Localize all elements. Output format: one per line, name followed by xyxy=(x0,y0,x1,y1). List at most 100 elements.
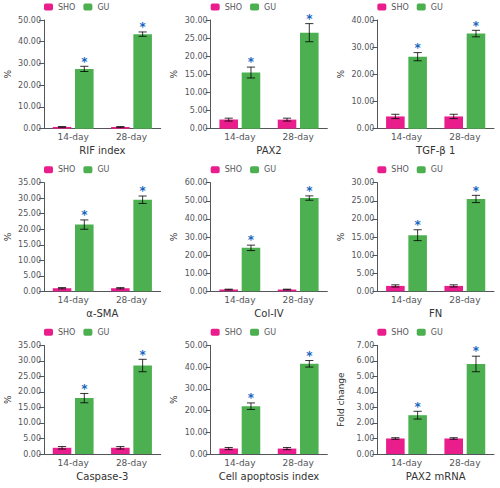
svg-text:30.00: 30.00 xyxy=(18,194,41,203)
svg-text:SHO: SHO xyxy=(391,165,408,174)
svg-text:20.00: 20.00 xyxy=(185,251,208,260)
svg-text:14-day: 14-day xyxy=(391,295,423,305)
svg-text:14-day: 14-day xyxy=(391,132,423,142)
svg-text:15.00: 15.00 xyxy=(18,240,41,249)
svg-text:SHO: SHO xyxy=(225,328,242,337)
svg-text:*: * xyxy=(306,184,313,198)
svg-text:14-day: 14-day xyxy=(58,458,90,468)
svg-text:SHO: SHO xyxy=(58,3,75,12)
svg-text:25.00: 25.00 xyxy=(185,34,208,43)
svg-text:RIF index: RIF index xyxy=(79,145,125,156)
svg-text:20.00: 20.00 xyxy=(18,225,41,234)
svg-text:10.00: 10.00 xyxy=(18,418,41,427)
svg-text:%: % xyxy=(169,232,179,241)
svg-text:7.00: 7.00 xyxy=(357,341,375,350)
svg-text:28-day: 28-day xyxy=(283,295,315,305)
svg-text:5.00: 5.00 xyxy=(23,434,41,443)
svg-text:5.00: 5.00 xyxy=(357,372,375,381)
svg-text:14-day: 14-day xyxy=(224,295,256,305)
svg-text:*: * xyxy=(139,348,146,362)
svg-text:0.00: 0.00 xyxy=(23,450,41,459)
svg-text:10.00: 10.00 xyxy=(185,88,208,97)
svg-text:*: * xyxy=(81,208,88,222)
svg-text:%: % xyxy=(3,395,13,404)
svg-text:SHO: SHO xyxy=(58,328,75,337)
svg-text:10.00: 10.00 xyxy=(185,428,208,437)
svg-text:α-SMA: α-SMA xyxy=(86,308,118,319)
svg-text:*: * xyxy=(306,349,313,363)
svg-text:GU: GU xyxy=(431,165,443,174)
svg-text:0.00: 0.00 xyxy=(190,287,208,296)
svg-text:SHO: SHO xyxy=(391,328,408,337)
svg-text:*: * xyxy=(248,233,255,247)
svg-text:%: % xyxy=(336,70,346,79)
svg-text:%: % xyxy=(336,232,346,241)
svg-text:*: * xyxy=(473,19,480,33)
svg-text:15.00: 15.00 xyxy=(351,233,374,242)
svg-text:*: * xyxy=(473,344,480,358)
svg-text:GU: GU xyxy=(264,165,276,174)
svg-text:20.00: 20.00 xyxy=(18,387,41,396)
svg-text:3.00: 3.00 xyxy=(357,403,375,412)
svg-text:SHO: SHO xyxy=(391,3,408,12)
svg-text:40.00: 40.00 xyxy=(18,37,41,46)
svg-text:30.00: 30.00 xyxy=(351,43,374,52)
svg-text:0.00: 0.00 xyxy=(23,287,41,296)
svg-text:SHO: SHO xyxy=(58,165,75,174)
svg-text:*: * xyxy=(414,400,421,414)
svg-text:30.00: 30.00 xyxy=(351,178,374,187)
svg-text:14-day: 14-day xyxy=(58,132,90,142)
svg-text:14-day: 14-day xyxy=(224,458,256,468)
svg-text:20.00: 20.00 xyxy=(351,70,374,79)
svg-text:Col-IV: Col-IV xyxy=(254,308,283,319)
svg-text:FN: FN xyxy=(429,308,442,319)
svg-text:20.00: 20.00 xyxy=(185,406,208,415)
svg-text:25.00: 25.00 xyxy=(18,209,41,218)
svg-text:*: * xyxy=(139,184,146,198)
svg-text:50.00: 50.00 xyxy=(185,196,208,205)
svg-text:14-day: 14-day xyxy=(224,132,256,142)
svg-text:0.00: 0.00 xyxy=(23,124,41,133)
svg-text:50.00: 50.00 xyxy=(18,16,41,25)
svg-text:*: * xyxy=(248,55,255,69)
svg-text:GU: GU xyxy=(97,3,109,12)
svg-text:35.00: 35.00 xyxy=(18,341,41,350)
svg-text:28-day: 28-day xyxy=(283,132,315,142)
svg-text:0.00: 0.00 xyxy=(357,450,375,459)
svg-text:15.00: 15.00 xyxy=(185,70,208,79)
svg-text:28-day: 28-day xyxy=(449,132,481,142)
svg-text:1.00: 1.00 xyxy=(357,434,375,443)
svg-text:5.00: 5.00 xyxy=(190,106,208,115)
svg-text:GU: GU xyxy=(97,328,109,337)
svg-text:Cell apoptosis index: Cell apoptosis index xyxy=(219,471,320,482)
svg-text:10.00: 10.00 xyxy=(351,97,374,106)
svg-text:Caspase-3: Caspase-3 xyxy=(76,471,128,482)
svg-text:*: * xyxy=(414,41,421,55)
svg-text:40.00: 40.00 xyxy=(185,214,208,223)
svg-text:30.00: 30.00 xyxy=(185,233,208,242)
svg-text:28-day: 28-day xyxy=(116,132,148,142)
svg-text:10.00: 10.00 xyxy=(18,256,41,265)
svg-text:28-day: 28-day xyxy=(283,458,315,468)
svg-text:20.00: 20.00 xyxy=(351,214,374,223)
svg-text:0.00: 0.00 xyxy=(357,124,375,133)
svg-text:PAX2: PAX2 xyxy=(256,145,281,156)
svg-text:10.00: 10.00 xyxy=(18,102,41,111)
svg-text:*: * xyxy=(248,391,255,405)
svg-text:4.00: 4.00 xyxy=(357,387,375,396)
svg-text:GU: GU xyxy=(431,3,443,12)
svg-text:20.00: 20.00 xyxy=(18,81,41,90)
svg-text:30.00: 30.00 xyxy=(18,356,41,365)
svg-text:28-day: 28-day xyxy=(116,295,148,305)
svg-text:35.00: 35.00 xyxy=(18,178,41,187)
svg-text:15.00: 15.00 xyxy=(18,403,41,412)
svg-text:2.00: 2.00 xyxy=(357,418,375,427)
svg-text:GU: GU xyxy=(431,328,443,337)
svg-text:*: * xyxy=(473,184,480,198)
svg-text:*: * xyxy=(81,55,88,69)
svg-text:28-day: 28-day xyxy=(449,458,481,468)
svg-text:28-day: 28-day xyxy=(116,458,148,468)
svg-text:10.00: 10.00 xyxy=(185,269,208,278)
svg-text:5.00: 5.00 xyxy=(357,269,375,278)
svg-text:GU: GU xyxy=(264,3,276,12)
